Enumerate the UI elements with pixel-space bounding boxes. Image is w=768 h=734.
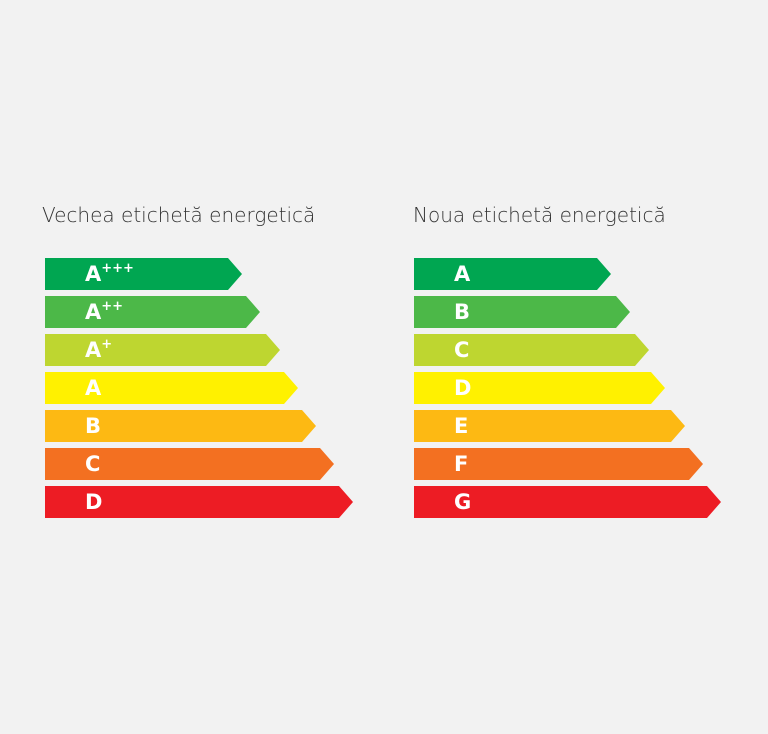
class-letter: B — [85, 414, 101, 438]
class-arrow — [414, 410, 685, 442]
class-letter: E — [454, 414, 468, 438]
class-arrow — [414, 372, 665, 404]
class-letter: C — [85, 452, 100, 476]
class-label: E — [454, 414, 468, 438]
class-letter: A — [85, 300, 102, 324]
class-label: B — [454, 300, 470, 324]
class-label: A+ — [85, 337, 112, 363]
class-plus: +++ — [101, 261, 134, 276]
class-arrow — [45, 448, 334, 480]
class-letter: C — [454, 338, 469, 362]
class-arrow — [414, 258, 611, 290]
class-arrow — [414, 486, 721, 518]
class-label: G — [454, 490, 471, 514]
class-arrow — [414, 296, 630, 328]
class-label: C — [454, 338, 469, 362]
class-arrow — [414, 448, 703, 480]
class-plus: + — [101, 337, 112, 352]
class-arrow — [414, 334, 649, 366]
class-letter: G — [454, 490, 471, 514]
class-letter: A — [85, 376, 102, 400]
class-label: B — [85, 414, 101, 438]
class-arrow — [45, 258, 242, 290]
class-letter: D — [454, 376, 471, 400]
class-arrow — [45, 296, 260, 328]
class-label: A — [454, 262, 471, 286]
class-label: A — [85, 376, 102, 400]
class-label: D — [85, 490, 102, 514]
class-arrow — [45, 486, 353, 518]
class-label: A++ — [85, 299, 123, 325]
class-label: F — [454, 452, 468, 476]
class-arrow — [45, 334, 280, 366]
class-label: D — [454, 376, 471, 400]
class-letter: F — [454, 452, 468, 476]
class-arrow — [45, 410, 316, 442]
class-label: A+++ — [85, 261, 134, 287]
panel-title: Noua etichetă energetică — [413, 203, 666, 227]
class-arrow — [45, 372, 298, 404]
class-plus: ++ — [101, 299, 123, 314]
class-letter: D — [85, 490, 102, 514]
class-letter: B — [454, 300, 470, 324]
class-label: C — [85, 452, 100, 476]
class-letter: A — [454, 262, 471, 286]
class-letter: A — [85, 262, 102, 286]
class-letter: A — [85, 338, 102, 362]
panel-title: Vechea etichetă energetică — [42, 203, 315, 227]
